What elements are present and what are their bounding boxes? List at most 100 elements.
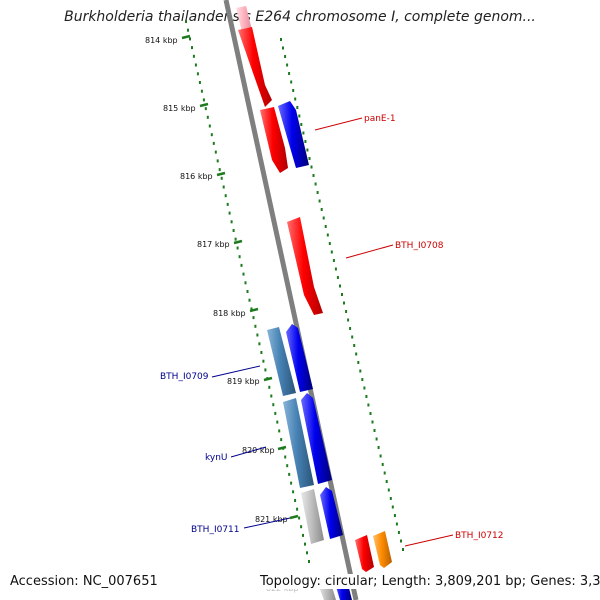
gene-arrow[interactable] [238,27,272,107]
tick-label: 815 kbp [163,104,196,113]
gc-dot [256,333,259,337]
gc-dot [198,81,201,84]
gc-dot [234,237,237,241]
gc-dot [280,38,282,41]
gc-dot [351,335,354,339]
gc-dot [200,89,203,93]
map-title: Burkholderia thailandensis E264 chromoso… [64,9,536,25]
gc-dot [206,115,209,119]
gc-dot [232,229,235,232]
gene-label-kynU[interactable]: kynU [205,453,228,463]
gene-arrow[interactable] [320,487,343,539]
gc-dot [280,438,283,442]
gene-arrow[interactable] [260,107,288,173]
gc-dot [361,378,364,381]
gc-dot [336,276,339,279]
gc-dot [363,386,366,390]
gc-dot [272,403,275,407]
gc-dot [292,490,295,494]
gc-dot [367,403,370,407]
gene-label-BTH_I0708[interactable]: BTH_I0708 [395,241,444,251]
gc-dot [326,233,329,237]
gene-label-BTH_I0712[interactable]: BTH_I0712 [455,531,504,541]
gc-dot [230,220,233,224]
gc-dot [196,72,199,76]
gene-arrow[interactable] [286,324,313,392]
gc-dot [322,216,325,220]
gc-dot [320,208,323,211]
leader-line [211,365,261,378]
gc-dot [216,159,219,163]
gc-dot [304,542,306,546]
gc-dot [296,106,299,109]
gc-dot [334,267,337,271]
gc-dot [355,352,358,356]
gc-dot-track-right [280,38,404,551]
gc-dot [397,531,400,534]
gc-dot [226,202,229,206]
gc-dot [284,455,287,459]
leader-line [404,534,454,547]
leader-line [243,517,291,529]
gene-arrow[interactable] [373,531,392,568]
gc-dot [284,55,287,58]
gene-arrow[interactable] [355,535,374,572]
gene-label-panE-1[interactable]: panE-1 [364,114,396,124]
gc-dot [379,454,382,458]
gc-dot [365,395,368,398]
tick-label: 818 kbp [213,309,246,318]
gc-dot [288,472,291,476]
tick-label: 817 kbp [197,240,230,249]
gc-dot [300,123,303,126]
gene-arrow[interactable] [236,6,252,32]
gene-arrow[interactable] [278,101,309,168]
gc-dot [324,225,327,228]
gc-dot [330,250,333,254]
gc-dot [316,191,319,194]
gene-arrow[interactable] [301,393,332,484]
gc-dot [238,255,241,259]
gc-dot [278,429,281,433]
gc-dot [377,446,380,449]
gc-dot [224,194,227,198]
backbone-line [223,0,359,600]
gc-dot [298,114,301,118]
gene-arrow[interactable] [287,217,323,315]
gc-dot [288,72,291,75]
gc-dot [218,168,221,172]
gc-dot [393,514,396,517]
gene-track [236,6,392,600]
gc-dot [341,293,343,296]
gc-dot [306,551,308,555]
gc-dot [391,505,394,509]
gc-dot [308,157,311,160]
gc-dot [242,272,245,276]
leader-line [314,117,363,131]
gc-dot [389,497,392,500]
gc-dot [185,20,187,23]
gc-dot [332,259,335,262]
gc-dot [294,97,297,101]
gc-dot [187,28,189,32]
gc-dot [302,533,304,537]
gene-arrow[interactable] [267,327,296,396]
gc-dot [308,560,310,563]
gc-dot [318,199,321,203]
gc-dot [345,310,348,313]
gene-label-BTH_I0711[interactable]: BTH_I0711 [191,525,240,535]
gc-dot [276,420,279,424]
gc-dot [204,107,207,111]
leader-line [345,244,394,259]
leader-line [230,446,267,458]
gc-dot [268,385,271,389]
gene-label-BTH_I0709[interactable]: BTH_I0709 [160,372,209,382]
gc-dot [304,140,307,143]
gc-dot [212,141,215,145]
gc-dot [314,182,317,186]
gene-arrow[interactable] [283,398,314,488]
gc-dot [208,124,211,128]
gc-dot [202,98,205,102]
gene-arrow[interactable] [301,489,324,544]
gc-dot [210,133,213,137]
